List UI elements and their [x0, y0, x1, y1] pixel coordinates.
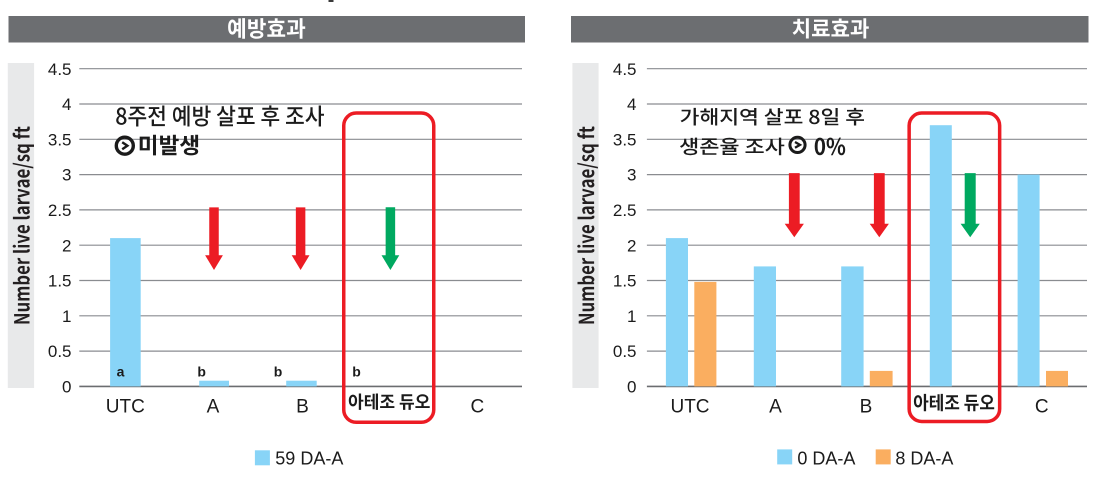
- svg-text:4.5: 4.5: [48, 60, 72, 79]
- svg-text:3: 3: [627, 166, 636, 185]
- svg-text:A: A: [769, 397, 782, 418]
- svg-text:4.5: 4.5: [613, 60, 637, 79]
- svg-text:A: A: [207, 397, 220, 418]
- svg-text:C: C: [471, 397, 485, 418]
- svg-text:UTC: UTC: [670, 397, 709, 418]
- svg-text:2: 2: [62, 236, 71, 255]
- svg-text:1: 1: [627, 307, 636, 326]
- svg-text:2.5: 2.5: [613, 201, 637, 220]
- svg-text:8 DA-A: 8 DA-A: [895, 449, 953, 469]
- svg-text:a: a: [117, 364, 125, 380]
- svg-text:B: B: [860, 397, 873, 418]
- svg-text:3: 3: [62, 166, 71, 185]
- svg-text:1.5: 1.5: [613, 272, 637, 291]
- svg-text:b: b: [197, 364, 206, 380]
- svg-text:1: 1: [62, 307, 71, 326]
- svg-text:b: b: [352, 364, 361, 380]
- svg-text:b: b: [274, 364, 283, 380]
- svg-text:0: 0: [62, 378, 71, 397]
- svg-text:0.5: 0.5: [48, 342, 72, 361]
- svg-text:4: 4: [62, 95, 71, 114]
- svg-text:2: 2: [627, 236, 636, 255]
- svg-text:0 DA-A: 0 DA-A: [797, 449, 855, 469]
- svg-text:C: C: [1035, 397, 1049, 418]
- svg-text:1.5: 1.5: [48, 272, 72, 291]
- svg-text:2.5: 2.5: [48, 201, 72, 220]
- svg-text:59 DA-A: 59 DA-A: [275, 449, 343, 469]
- svg-text:B: B: [296, 397, 309, 418]
- svg-text:0.5: 0.5: [613, 342, 637, 361]
- svg-text:3.5: 3.5: [613, 130, 637, 149]
- svg-text:UTC: UTC: [106, 397, 145, 418]
- svg-text:3.5: 3.5: [48, 130, 72, 149]
- svg-text:4: 4: [627, 95, 636, 114]
- svg-text:0: 0: [627, 378, 636, 397]
